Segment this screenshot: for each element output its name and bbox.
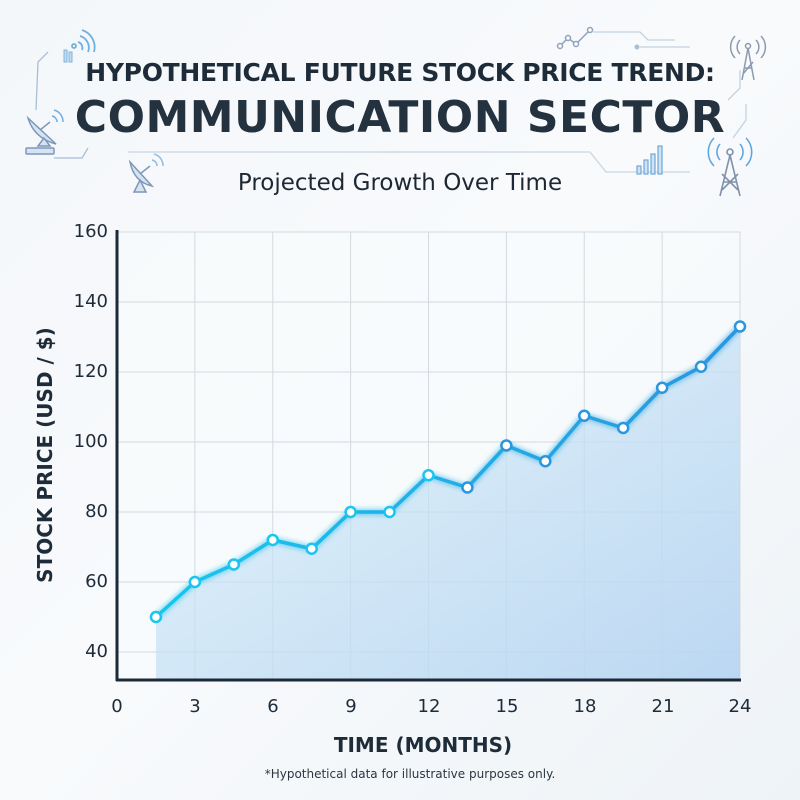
data-point bbox=[422, 469, 435, 482]
satellite-dish-icon bbox=[128, 153, 164, 193]
data-markers bbox=[149, 320, 747, 624]
wifi-signal-icon bbox=[63, 29, 96, 63]
x-tick-18: 18 bbox=[573, 696, 597, 717]
radio-tower-icon bbox=[707, 137, 753, 197]
x-tick-0: 0 bbox=[111, 696, 123, 717]
radio-tower-icon bbox=[729, 35, 767, 81]
data-point bbox=[188, 575, 202, 589]
data-point bbox=[383, 505, 396, 519]
chart-title-line2: COMMUNICATION SECTOR bbox=[74, 92, 726, 143]
y-tick-160: 160 bbox=[73, 221, 108, 242]
data-point bbox=[461, 481, 474, 494]
y-tick-140: 140 bbox=[73, 291, 108, 312]
y-tick-60: 60 bbox=[85, 571, 108, 592]
data-point bbox=[500, 439, 513, 452]
data-point bbox=[578, 409, 591, 422]
footnote: *Hypothetical data for illustrative purp… bbox=[264, 767, 556, 781]
data-point bbox=[149, 610, 163, 624]
y-tick-40: 40 bbox=[85, 641, 108, 662]
x-tick-24: 24 bbox=[728, 696, 752, 717]
decorations bbox=[25, 26, 767, 197]
data-point bbox=[733, 320, 747, 333]
satellite-dish-icon bbox=[25, 109, 64, 155]
data-point bbox=[616, 421, 630, 435]
x-tick-3: 3 bbox=[189, 696, 201, 717]
x-axis-label: TIME (MONTHS) bbox=[333, 733, 513, 757]
data-line bbox=[154, 325, 742, 619]
y-tick-100: 100 bbox=[73, 431, 108, 452]
chart-subtitle: Projected Growth Over Time bbox=[237, 170, 563, 196]
area-fill bbox=[155, 326, 740, 680]
x-tick-9: 9 bbox=[345, 696, 357, 717]
x-tick-15: 15 bbox=[495, 696, 519, 717]
data-point bbox=[227, 558, 241, 571]
data-point bbox=[694, 360, 708, 373]
y-tick-120: 120 bbox=[73, 361, 108, 382]
data-point bbox=[655, 381, 669, 394]
x-tick-21: 21 bbox=[651, 696, 675, 717]
x-tick-6: 6 bbox=[267, 696, 279, 717]
bar-chart-icon bbox=[636, 145, 663, 175]
data-point bbox=[305, 542, 318, 555]
y-tick-80: 80 bbox=[85, 501, 108, 522]
line-chart-icon bbox=[556, 26, 640, 50]
chart-title-line1: HYPOTHETICAL FUTURE STOCK PRICE TREND: bbox=[85, 58, 715, 87]
data-point bbox=[344, 505, 357, 519]
data-point bbox=[266, 533, 279, 547]
x-tick-12: 12 bbox=[417, 696, 441, 717]
y-axis-label: STOCK PRICE (USD / $) bbox=[33, 327, 57, 583]
data-point bbox=[539, 455, 552, 468]
